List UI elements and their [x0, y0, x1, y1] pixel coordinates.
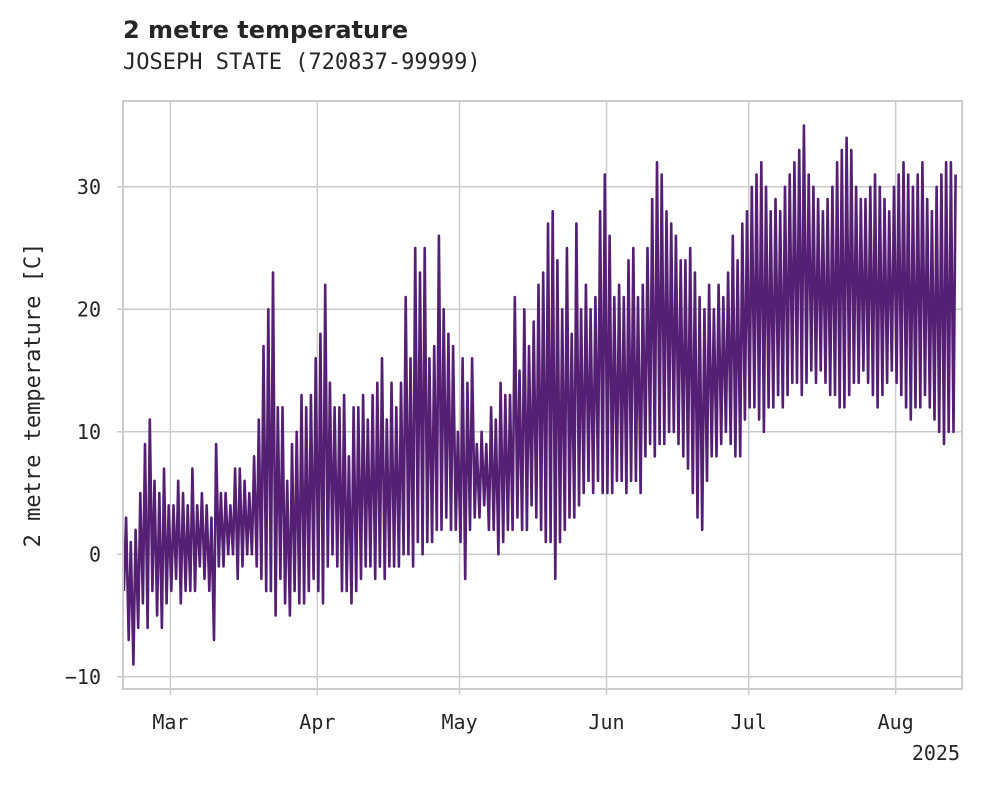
y-tick-label: 30 [77, 175, 101, 199]
y-tick-label: 20 [77, 297, 101, 321]
x-tick-label: May [441, 710, 477, 734]
x-tick-label: Mar [152, 710, 188, 734]
y-tick-label: −10 [65, 665, 101, 689]
tick-marks [117, 186, 897, 695]
y-tick-label: 0 [89, 542, 101, 566]
x-offset-label: 2025 [912, 741, 960, 765]
x-tick-label: Jun [588, 710, 624, 734]
plot-frame [122, 100, 963, 690]
chart-title: 2 metre temperature [123, 16, 409, 44]
series-layer [122, 124, 957, 666]
temperature-series-line [122, 124, 957, 666]
x-tick-label: Aug [878, 710, 914, 734]
y-axis-title: 2 metre temperature [C] [21, 243, 46, 548]
y-tick-label: 10 [77, 420, 101, 444]
tick-labels: Mar Apr May Jun Jul Aug −10 0 10 20 30 [65, 175, 914, 734]
x-tick-label: Jul [731, 710, 767, 734]
chart-subtitle: JOSEPH STATE (720837-99999) [123, 50, 481, 75]
x-tick-label: Apr [299, 710, 335, 734]
